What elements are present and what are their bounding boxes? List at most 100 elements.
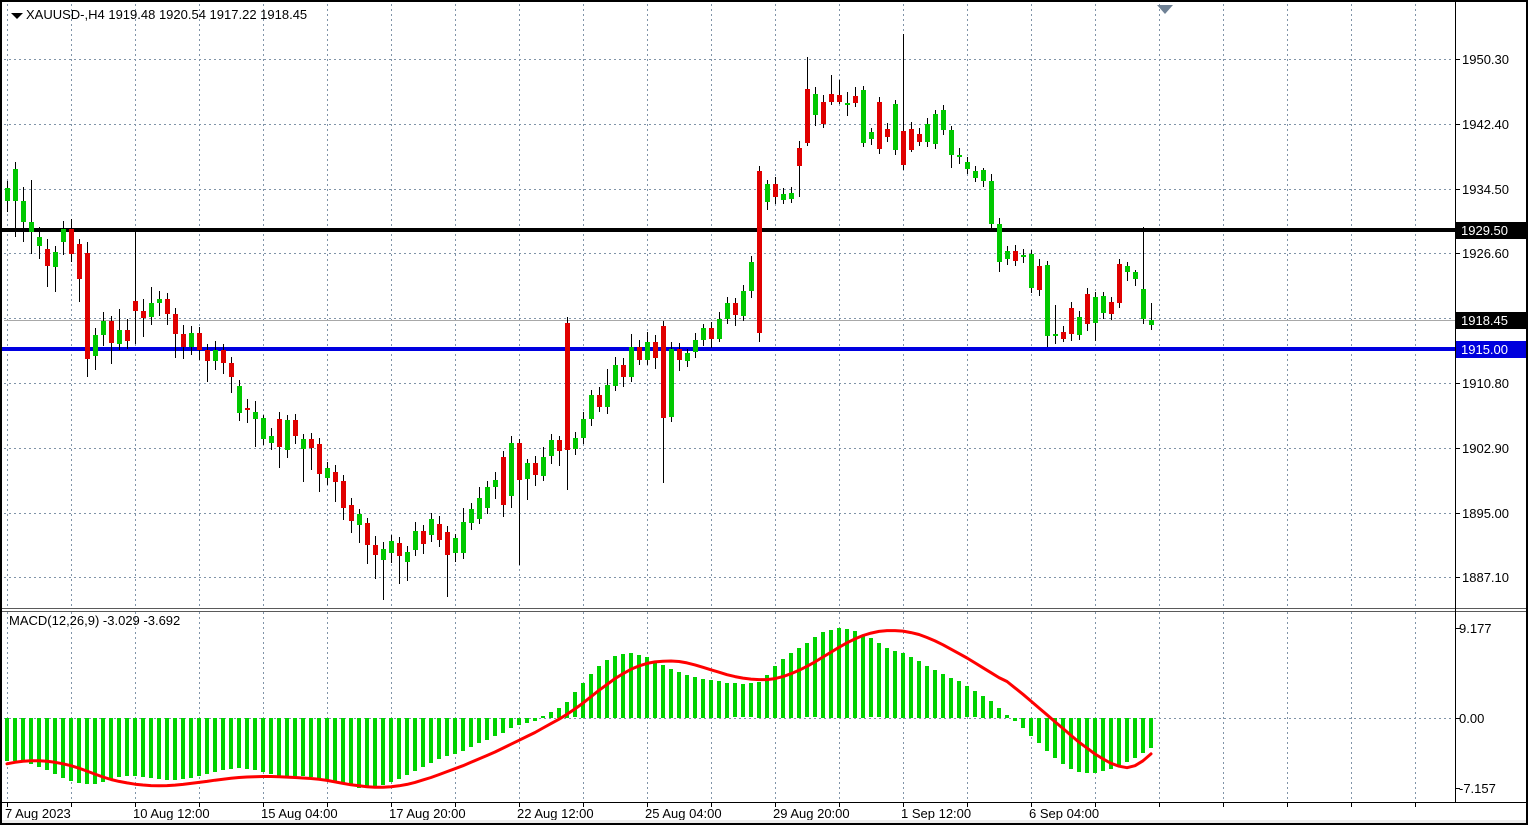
macd-histogram-bar [901,653,905,718]
candle-bullish [525,463,530,479]
macd-histogram-bar [533,718,537,721]
grid-line-vertical [903,4,904,606]
candle-bullish [477,498,482,519]
grid-line-horizontal [4,124,1453,125]
macd-histogram-bar [461,718,465,751]
macd-histogram-bar [301,718,305,776]
grid-line-horizontal [4,189,1453,190]
candle-bullish [1029,254,1034,288]
candle-bearish [757,171,762,333]
candle-bearish [837,95,842,102]
price-axis-tick-mark [1455,383,1460,384]
candle-bullish [869,132,874,139]
horizontal-line-1915[interactable] [2,347,1455,351]
date-axis-tick-mark [1159,803,1160,807]
candle-wick [1151,303,1152,330]
candle-wick [383,542,384,600]
macd-histogram-bar [573,692,577,717]
macd-histogram-bar [589,674,593,718]
panel-separator[interactable] [2,608,1526,609]
macd-histogram-bar [149,718,153,778]
macd-histogram-bar [373,718,377,787]
grid-line-vertical [1287,4,1288,606]
candle-bullish [933,114,938,144]
candle-bullish [149,303,154,317]
macd-histogram-bar [845,629,849,718]
macd-histogram-bar [605,660,609,718]
macd-histogram-bar [349,718,353,786]
date-axis-tick-mark [583,803,584,807]
macd-histogram-bar [333,718,337,782]
chart-shift-triangle-icon[interactable] [1157,5,1173,14]
chart-title: XAUUSD-,H4 1919.48 1920.54 1917.22 1918.… [26,7,308,22]
macd-histogram-bar [1141,718,1145,753]
candle-bullish [261,418,266,439]
grid-line-vertical [1223,4,1224,606]
macd-histogram-bar [133,718,137,776]
horizontal-line-1929.5[interactable] [2,228,1455,232]
macd-indicator-plot[interactable] [2,611,1455,802]
grid-line-vertical [1287,612,1288,801]
date-axis-tick-mark [1031,803,1032,807]
candle-bullish [93,335,98,356]
macd-histogram-bar [813,637,817,717]
macd-histogram-bar [1069,718,1073,769]
candle-bullish [613,365,618,386]
date-axis-tick-mark [135,803,136,807]
candle-bullish [285,420,290,450]
macd-histogram-bar [1109,718,1113,769]
macd-histogram-bar [765,675,769,718]
macd-histogram-bar [341,718,345,784]
candle-bearish [85,253,90,359]
macd-histogram-bar [1117,718,1121,766]
candle-bullish [749,262,754,291]
candle-bearish [277,419,282,447]
candle-bullish [997,224,1002,262]
macd-histogram-bar [685,675,689,718]
date-axis-tick-mark [1223,803,1224,807]
price-axis-tick-mark [1455,189,1460,190]
grid-line-vertical [1415,4,1416,606]
date-label: 6 Sep 04:00 [1029,806,1100,821]
macd-histogram-bar [1029,718,1033,736]
macd-histogram-bar [213,718,217,772]
macd-histogram-bar [1053,718,1057,758]
grid-line-vertical [519,612,520,801]
symbol-dropdown-triangle-icon[interactable] [11,13,23,19]
candle-bearish [197,333,202,350]
macd-histogram-bar [517,718,521,725]
macd-histogram-bar [1005,715,1009,718]
candle-bearish [1013,251,1018,261]
macd-histogram-bar [165,718,169,780]
candle-wick [519,439,520,565]
grid-line-vertical [71,4,72,606]
macd-histogram-bar [621,654,625,718]
candle-wick [559,436,560,466]
main-chart-plot[interactable] [2,2,1455,608]
grid-line-horizontal [4,253,1453,254]
macd-histogram-bar [981,696,985,718]
price-axis[interactable]: 1950.30 1942.40 1934.50 1926.60 1910.80 1902.… [1455,2,1526,802]
macd-histogram-bar [725,683,729,718]
macd-histogram-bar [173,718,177,780]
macd-histogram-bar [677,672,681,718]
date-axis[interactable]: 7 Aug 2023 10 Aug 12:00 15 Aug 04:00 17 Aug… [2,803,1526,823]
candle-bullish [269,436,274,443]
window-bottom-strip [2,820,1526,823]
candle-bearish [501,457,506,505]
candle-bullish [1125,266,1130,272]
candle-wick [55,246,56,292]
candle-bullish [189,333,194,347]
candle-bullish [949,130,954,155]
candle-bullish [29,222,34,232]
price-tick-label: 1895.00 [1462,506,1509,521]
macd-histogram-bar [53,718,57,774]
candle-bearish [181,334,186,347]
candle-bullish [237,386,242,413]
macd-histogram-bar [789,653,793,718]
macd-histogram-bar [477,718,481,743]
macd-histogram-bar [413,718,417,771]
candle-bearish [421,531,426,544]
candle-bullish [1045,265,1050,336]
candle-bullish [725,303,730,319]
